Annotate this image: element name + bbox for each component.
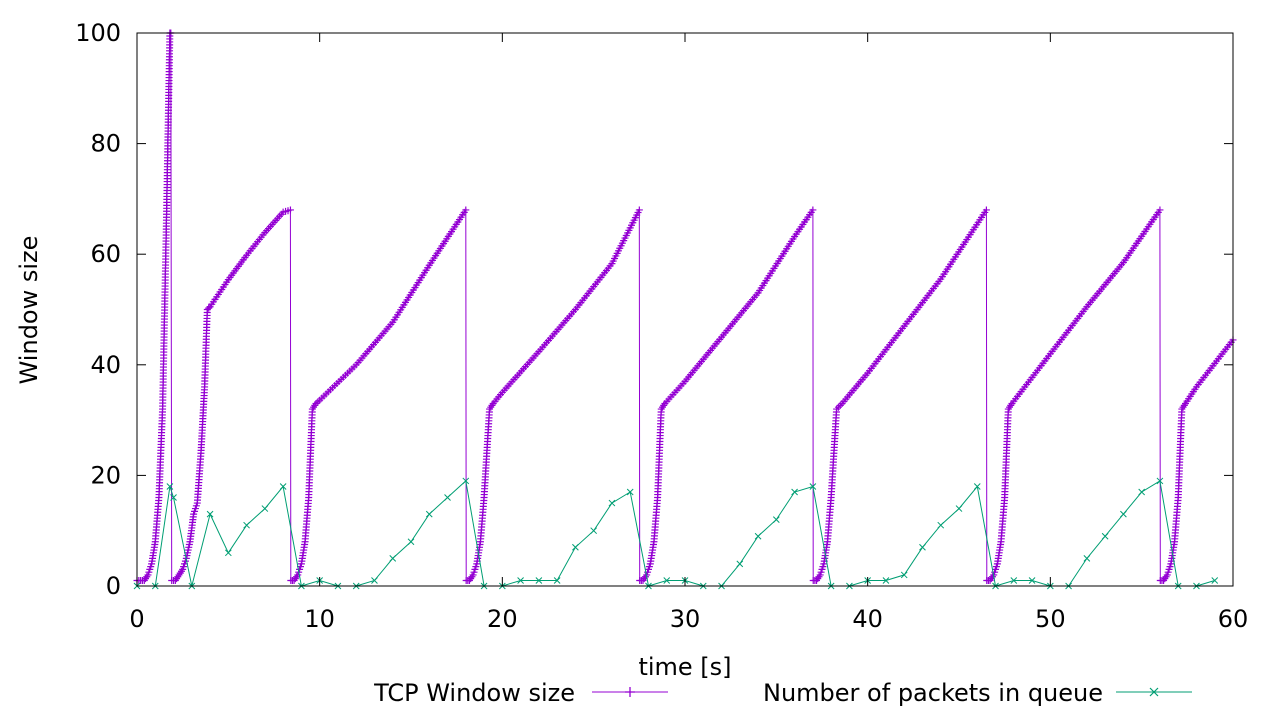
series-line xyxy=(137,32,1234,581)
data-point-marker xyxy=(444,494,451,501)
data-point-marker xyxy=(572,543,579,551)
data-point-marker xyxy=(462,477,470,485)
data-point-marker xyxy=(205,304,213,312)
data-point-marker xyxy=(407,538,415,546)
data-point-marker xyxy=(736,560,744,568)
data-point-marker xyxy=(425,510,433,518)
legend-label-packets-queue: Number of packets in queue xyxy=(763,679,1103,707)
y-tick-label: 40 xyxy=(90,351,121,379)
data-point-marker xyxy=(900,571,908,579)
legend: TCP Window size Number of packets in que… xyxy=(373,679,1192,707)
data-point-marker xyxy=(982,206,990,214)
data-point-marker xyxy=(754,532,762,540)
data-point-marker xyxy=(973,483,981,490)
data-point-marker xyxy=(1156,477,1164,485)
x-tick-label: 10 xyxy=(304,605,335,633)
data-point-marker xyxy=(1010,577,1018,584)
data-point-marker xyxy=(535,577,543,584)
data-point-marker xyxy=(279,483,287,490)
data-point-marker xyxy=(166,483,174,490)
x-tick-label: 50 xyxy=(1035,605,1066,633)
data-point-marker xyxy=(791,488,798,496)
series-tcp-window xyxy=(133,29,1237,584)
y-tick-label: 100 xyxy=(75,19,121,47)
data-point-marker xyxy=(955,505,963,512)
data-point-marker xyxy=(1083,554,1091,562)
ticks-layer: 0 10 20 30 40 50 60 0 20 40 60 80 100 xyxy=(75,19,1248,633)
y-tick-label: 60 xyxy=(90,240,121,268)
data-point-marker xyxy=(1120,510,1127,518)
data-point-marker xyxy=(224,549,232,557)
data-point-marker xyxy=(170,494,177,501)
series-layer xyxy=(133,29,1237,590)
x-tick-label: 30 xyxy=(670,605,701,633)
y-tick-label: 0 xyxy=(106,572,121,600)
data-point-marker xyxy=(243,521,250,529)
data-point-marker xyxy=(809,483,817,490)
legend-label-tcp-window: TCP Window size xyxy=(373,679,575,707)
legend-swatch-packets-queue xyxy=(1116,687,1192,697)
x-tick-label: 40 xyxy=(852,605,883,633)
data-point-marker xyxy=(663,577,671,584)
data-point-marker xyxy=(1028,577,1036,584)
data-point-marker xyxy=(590,527,598,535)
data-point-marker xyxy=(206,510,214,518)
data-point-marker xyxy=(1211,577,1219,584)
data-point-marker xyxy=(286,206,294,214)
data-point-marker xyxy=(1138,488,1146,496)
data-point-marker xyxy=(882,577,890,584)
x-tick-label: 60 xyxy=(1218,605,1249,633)
data-point-marker xyxy=(553,577,561,584)
data-point-marker xyxy=(517,577,524,584)
data-point-marker xyxy=(772,516,780,523)
data-point-marker xyxy=(371,577,378,584)
data-point-marker xyxy=(635,206,643,214)
series-line xyxy=(137,479,1215,587)
data-point-marker xyxy=(389,554,397,562)
data-point-marker xyxy=(261,505,269,512)
data-point-marker xyxy=(1156,206,1164,214)
legend-swatch-tcp-window xyxy=(592,687,668,697)
y-axis-label: Window size xyxy=(15,236,43,385)
data-point-marker xyxy=(809,206,817,214)
y-tick-label: 80 xyxy=(90,130,121,158)
data-point-marker xyxy=(608,499,616,507)
y-tick-label: 20 xyxy=(90,461,121,489)
x-tick-label: 20 xyxy=(487,605,518,633)
data-point-marker xyxy=(919,543,926,551)
data-point-marker xyxy=(937,521,945,529)
data-point-marker xyxy=(462,206,470,214)
data-point-marker xyxy=(626,488,634,496)
plot-frame xyxy=(136,32,1234,587)
x-axis-label: time [s] xyxy=(638,653,731,681)
data-point-marker xyxy=(1101,532,1109,540)
x-tick-label: 0 xyxy=(129,605,144,633)
